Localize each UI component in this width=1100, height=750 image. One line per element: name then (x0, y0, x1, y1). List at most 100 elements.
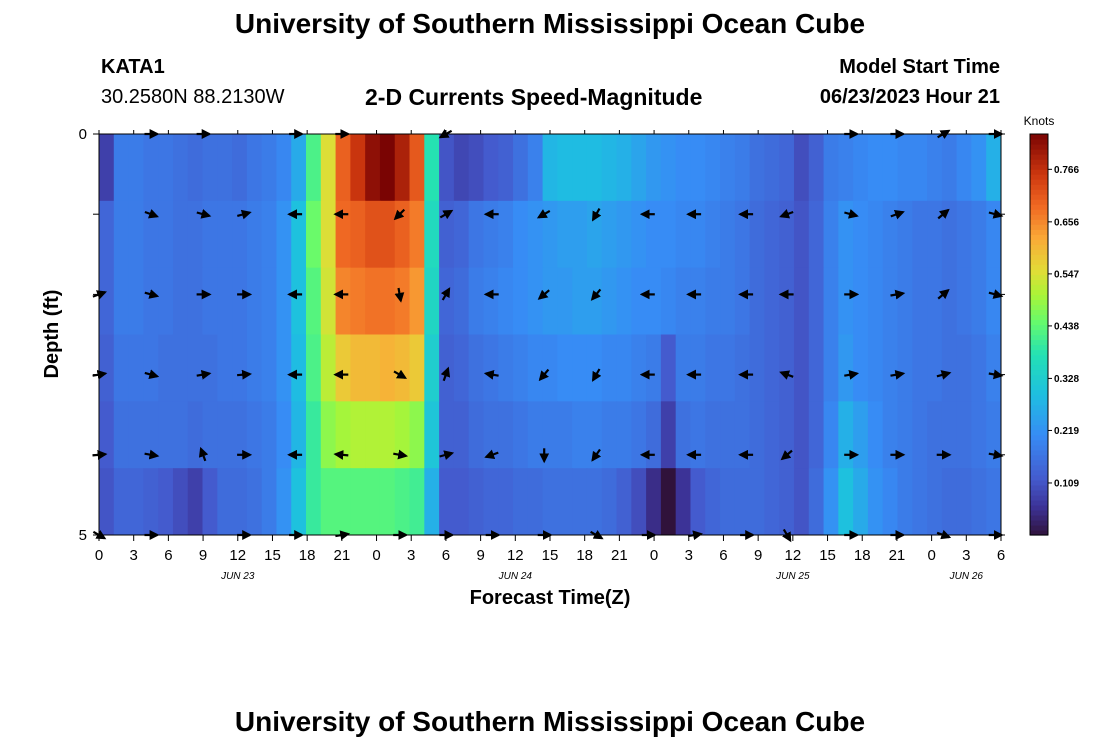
heatmap-cell (261, 334, 278, 402)
heatmap-cell (823, 134, 839, 202)
heatmap-cell (749, 267, 766, 336)
heatmap-cell (453, 468, 470, 535)
colorbar-segment (1030, 159, 1048, 165)
heatmap-cell (572, 401, 588, 469)
heatmap-cell (941, 267, 958, 336)
heatmap-cell (187, 134, 204, 202)
heatmap-cell (557, 401, 573, 469)
current-arrow (988, 449, 1004, 460)
heatmap-cell (971, 267, 987, 336)
current-arrow (988, 369, 1004, 380)
heatmap-cell (734, 134, 751, 202)
x-axis-label: Forecast Time(Z) (470, 587, 631, 609)
heatmap-cell (823, 267, 839, 336)
colorbar-segment (1030, 504, 1048, 511)
heatmap-cell (660, 267, 677, 336)
colorbar-segment (1030, 204, 1048, 210)
current-arrow (144, 449, 160, 460)
heatmap-cell (335, 200, 351, 269)
heatmap-cell (867, 468, 884, 535)
heatmap-cell (306, 134, 322, 202)
colorbar-segment (1030, 254, 1048, 260)
heatmap-cell (483, 334, 499, 402)
heatmap-cell (675, 334, 692, 402)
heatmap-cell (838, 401, 854, 469)
heatmap-cells (99, 134, 1001, 535)
colorbar-segment (1030, 499, 1048, 506)
heatmap-cell (99, 200, 115, 269)
heatmap-cell (927, 334, 943, 402)
colorbar-segment (1030, 174, 1048, 180)
heatmap-cell (143, 200, 159, 269)
heatmap-cell (675, 134, 692, 202)
current-arrow (483, 369, 499, 380)
heatmap-cell (779, 401, 795, 469)
colorbar-segment (1030, 419, 1048, 426)
x-tick-label: 3 (407, 547, 415, 564)
heatmap-cell (172, 134, 189, 202)
heatmap-cell (853, 267, 869, 336)
colorbar-tick-label: 0.547 (1054, 269, 1079, 280)
heatmap-cell (291, 267, 307, 336)
colorbar-segment (1030, 379, 1048, 386)
heatmap-cell (483, 200, 499, 269)
heatmap-cell (468, 401, 485, 469)
colorbar-segment (1030, 284, 1048, 290)
heatmap-cell (749, 200, 766, 269)
heatmap-cell (276, 134, 292, 202)
colorbar-tick-label: 0.438 (1054, 321, 1079, 332)
station-coordinates: 30.2580N 88.2130W (101, 86, 285, 108)
heatmap-cell (143, 468, 159, 535)
heatmap-cell (483, 267, 499, 336)
heatmap-cell (379, 468, 396, 535)
heatmap-cell (616, 468, 632, 535)
heatmap-cell (616, 200, 632, 269)
x-tick-label: 21 (334, 547, 351, 564)
current-arrow (393, 208, 406, 221)
heatmap-cell (646, 334, 662, 402)
heatmap-cell (276, 200, 292, 269)
colorbar-segment (1030, 329, 1048, 336)
heatmap-cell (853, 200, 869, 269)
colorbar-segment (1030, 309, 1048, 316)
y-tick-label: 0 (79, 126, 87, 143)
heatmap-cell (586, 334, 603, 402)
heatmap-cell (172, 334, 189, 402)
heatmap-cell (468, 468, 485, 535)
heatmap-cell (394, 401, 411, 469)
heatmap-cell (172, 468, 189, 535)
colorbar-segment (1030, 399, 1048, 406)
heatmap-cell (764, 200, 780, 269)
heatmap-cell (291, 200, 307, 269)
colorbar-segment (1030, 319, 1048, 326)
heatmap-cell (572, 267, 588, 336)
y-axis-label: Depth (ft) (41, 290, 63, 379)
current-arrow (196, 369, 212, 380)
heatmap-cell (320, 401, 337, 469)
heatmap-cell (453, 334, 470, 402)
heatmap-cell (882, 200, 899, 269)
heatmap-cell (158, 401, 174, 469)
heatmap-cell (956, 200, 973, 269)
current-arrow (393, 369, 408, 379)
colorbar-segment (1030, 489, 1048, 496)
colorbar-segment (1030, 334, 1048, 341)
current-arrow (538, 368, 550, 382)
heatmap-cell (971, 134, 987, 202)
current-arrow (439, 209, 454, 220)
footer-title: University of Southern Mississippi Ocean… (234, 706, 866, 737)
heatmap-cell (793, 134, 810, 202)
heatmap-cell (808, 267, 825, 336)
heatmap-cell (720, 134, 736, 202)
heatmap-cell (187, 468, 204, 535)
heatmap-cell (764, 267, 780, 336)
heatmap-cell (586, 468, 603, 535)
heatmap-cell (734, 468, 751, 535)
heatmap-cell (202, 200, 218, 269)
heatmap-cell (113, 200, 130, 269)
colorbar-segment (1030, 244, 1048, 250)
heatmap-cell (986, 468, 1001, 535)
heatmap-cell (202, 334, 218, 402)
colorbar-segment (1030, 374, 1048, 381)
x-tick-label: 0 (95, 547, 103, 564)
